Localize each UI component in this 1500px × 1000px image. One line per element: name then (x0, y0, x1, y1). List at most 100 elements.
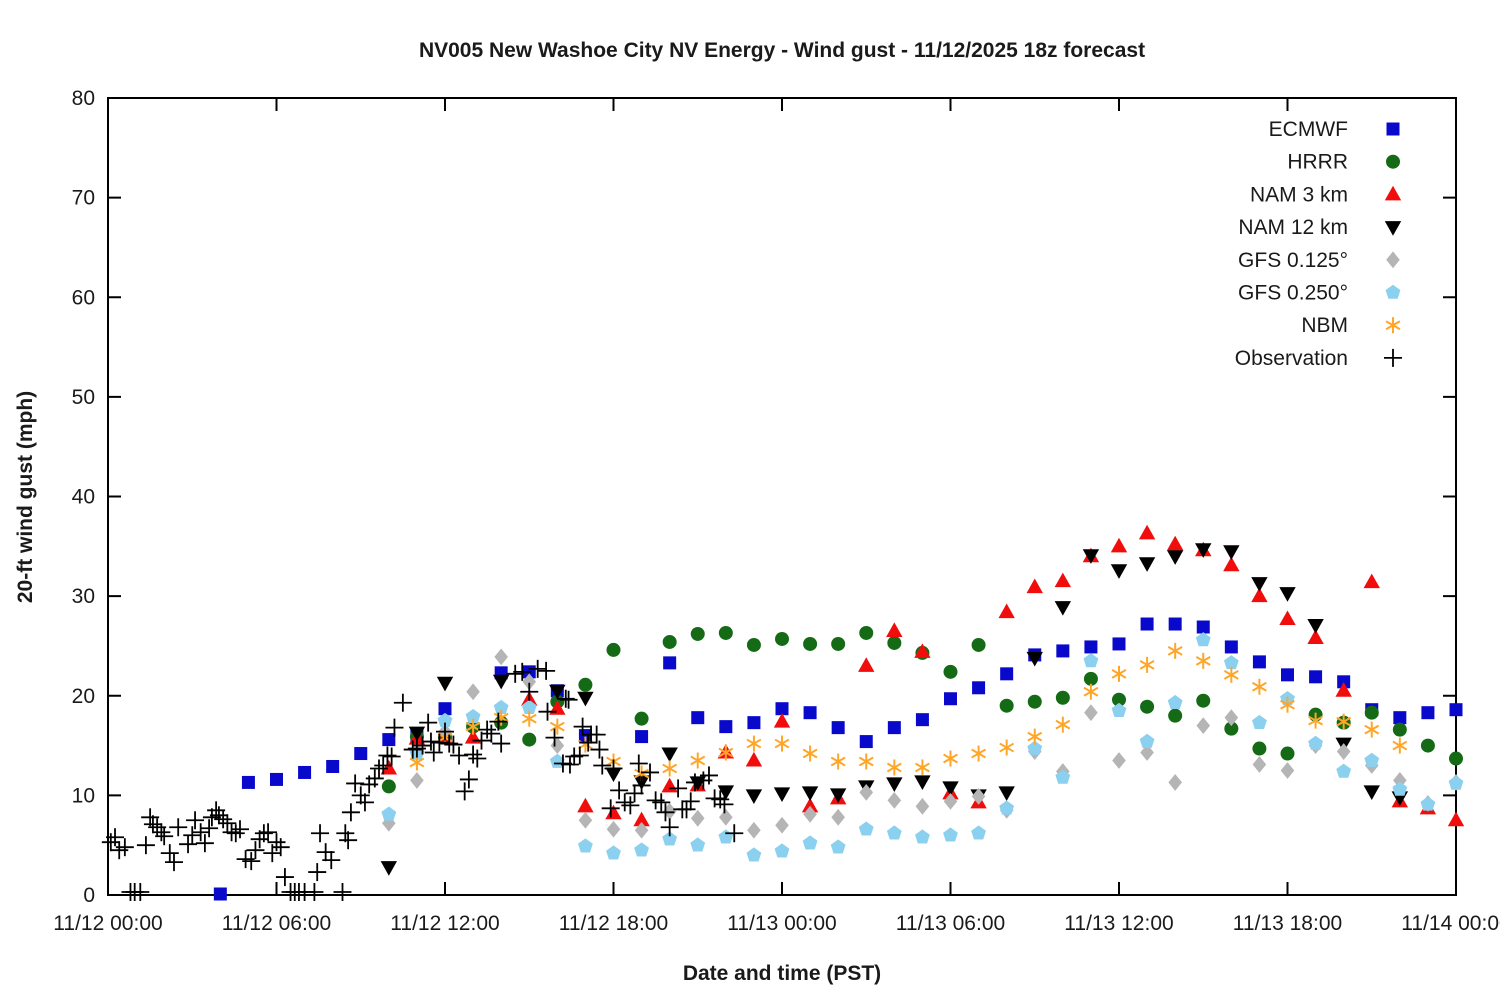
point-hrrr (1083, 671, 1098, 686)
point-hrrr (1196, 693, 1211, 708)
x-tick-label: 11/12 00:00 (53, 912, 162, 935)
point-hrrr (1224, 721, 1239, 736)
legend-item-nbm: NBM (1301, 314, 1401, 337)
point-observation (677, 800, 696, 819)
point-nbm (1336, 713, 1352, 730)
point-nam-12-km (829, 788, 847, 803)
point-gfs-0-250 (802, 835, 818, 850)
point-hrrr (943, 664, 958, 679)
point-nam-12-km (380, 861, 398, 876)
point-nam-3-km (801, 797, 819, 813)
point-observation (246, 841, 265, 860)
point-observation (450, 746, 469, 765)
point-ecmwf (213, 887, 227, 901)
point-nam-12-km (1223, 545, 1240, 560)
legend-marker-gfs-0-125 (1386, 251, 1400, 269)
point-hrrr (746, 637, 761, 652)
point-observation (472, 731, 491, 750)
point-observation (669, 779, 688, 798)
point-observation (333, 883, 352, 902)
point-observation (715, 795, 734, 814)
point-gfs-0-125 (915, 797, 930, 815)
point-ecmwf (944, 692, 957, 706)
point-observation (468, 749, 487, 768)
y-tick-label: 20 (72, 685, 95, 708)
point-observation (685, 773, 704, 792)
point-nam-3-km (633, 811, 650, 827)
x-tick-label: 11/12 12:00 (390, 912, 499, 935)
point-ecmwf (691, 711, 705, 725)
legend-item-nam-3-km: NAM 3 km (1250, 183, 1402, 206)
point-gfs-0-125 (550, 737, 565, 754)
point-observation (520, 682, 539, 701)
point-observation (152, 823, 171, 842)
point-observation (440, 734, 459, 753)
point-observation (179, 835, 198, 854)
point-nam-12-km (773, 787, 791, 802)
point-gfs-0-125 (803, 805, 817, 823)
point-observation (570, 746, 589, 765)
point-nbm (1167, 642, 1183, 659)
point-gfs-0-125 (466, 683, 480, 701)
point-ecmwf (1393, 711, 1407, 725)
point-gfs-0-125 (971, 787, 986, 805)
point-observation (545, 728, 564, 747)
point-observation (336, 824, 355, 843)
point-observation (155, 827, 174, 846)
point-gfs-0-125 (1196, 717, 1211, 735)
point-nam-3-km (1054, 572, 1072, 588)
x-tick-label: 11/12 06:00 (222, 912, 331, 935)
point-hrrr (522, 732, 537, 747)
point-nam-12-km (745, 789, 763, 804)
point-ecmwf (298, 765, 312, 779)
point-observation (419, 713, 438, 732)
point-ecmwf (438, 702, 452, 716)
point-nam-12-km (1082, 549, 1100, 564)
point-nbm (521, 710, 537, 727)
point-nam-12-km (942, 781, 959, 797)
point-ecmwf (887, 721, 901, 735)
point-observation (528, 659, 547, 678)
point-nam-3-km (661, 777, 678, 793)
point-observation (560, 755, 579, 774)
point-nam-3-km (914, 643, 931, 658)
point-hrrr (1364, 705, 1379, 720)
legend-label-hrrr: HRRR (1287, 151, 1348, 174)
point-nam-3-km (1138, 524, 1156, 540)
point-observation (587, 725, 606, 744)
legend-label-ecmwf: ECMWF (1269, 118, 1348, 141)
point-observation (660, 818, 679, 837)
point-observation (482, 724, 501, 743)
legend-marker-gfs-0-250 (1385, 284, 1401, 299)
point-nbm (493, 709, 509, 726)
point-nam-3-km (1026, 578, 1043, 594)
point-hrrr (1112, 692, 1126, 707)
point-nbm (1027, 728, 1043, 745)
point-gfs-0-250 (465, 708, 481, 723)
point-observation (242, 852, 261, 871)
point-gfs-0-250 (577, 838, 593, 853)
plot-points (101, 524, 1465, 902)
point-ecmwf (831, 721, 845, 735)
point-observation (459, 770, 478, 789)
point-nam-3-km (998, 603, 1015, 619)
point-gfs-0-250 (690, 837, 706, 852)
y-tick-label: 70 (72, 187, 95, 210)
point-nam-12-km (1307, 619, 1324, 634)
point-observation (593, 756, 612, 775)
point-observation (641, 763, 660, 782)
point-gfs-0-250 (634, 842, 650, 857)
point-gfs-0-250 (1111, 702, 1127, 718)
point-ecmwf (1252, 655, 1266, 669)
point-ecmwf (354, 747, 368, 761)
point-nam-12-km (1363, 785, 1380, 800)
point-nbm (1392, 737, 1408, 754)
point-ecmwf (1112, 637, 1126, 651)
point-nam-12-km (1195, 543, 1212, 558)
point-nbm (662, 760, 678, 777)
point-observation (681, 792, 700, 811)
point-nam-12-km (577, 691, 594, 707)
point-nam-12-km (1054, 601, 1072, 616)
point-observation (101, 833, 120, 852)
point-observation (579, 733, 598, 752)
